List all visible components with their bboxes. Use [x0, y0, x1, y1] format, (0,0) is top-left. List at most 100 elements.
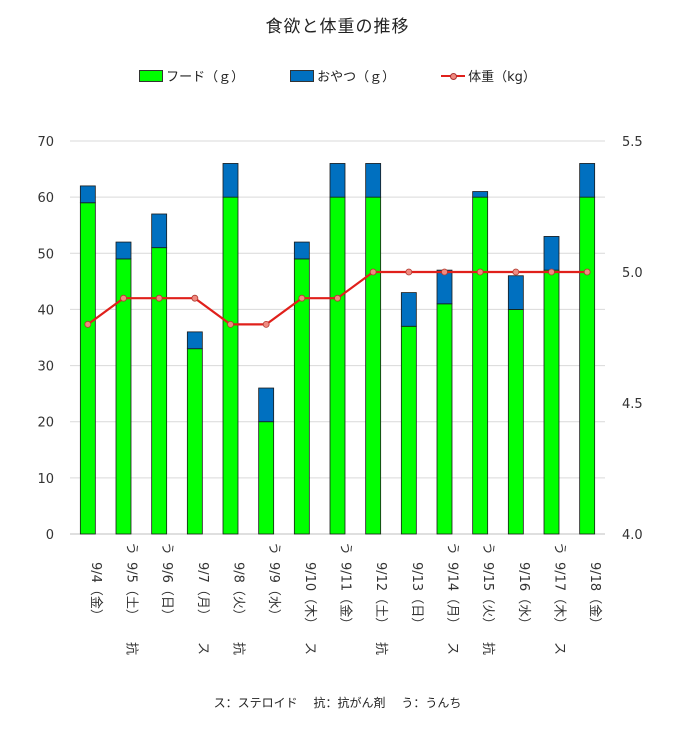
- weight-point: [369, 268, 377, 276]
- legend-swatch-snack: [290, 69, 315, 82]
- x-tick-label-group: う 9/17（木） ス: [552, 542, 567, 655]
- legend-swatch-food: [139, 69, 164, 82]
- legend-label-food: フード（ｇ）: [166, 70, 245, 85]
- bar-snack: [115, 241, 132, 260]
- legend-item-food: フード（ｇ）: [139, 66, 244, 85]
- bar-snack: [400, 292, 417, 327]
- chart-legend: フード（ｇ） おやつ（ｇ） 体重（kg）: [0, 66, 675, 85]
- x-tick-prefix: 抗: [231, 642, 246, 655]
- bar-snack: [186, 331, 203, 350]
- weight-point: [155, 294, 163, 302]
- x-tick-prefix: ス: [445, 642, 460, 655]
- x-tick-prefix: 抗: [124, 642, 139, 655]
- x-tick-prefix: ス: [302, 642, 317, 655]
- bar-food: [329, 196, 346, 535]
- weight-point: [512, 268, 520, 276]
- bar-snack: [472, 191, 489, 198]
- bar-food: [258, 421, 275, 535]
- y-right-tick-label: 4.5: [622, 397, 643, 412]
- weight-point: [262, 320, 270, 328]
- x-tick-label-group: う 9/15（火） 抗: [480, 542, 495, 655]
- y-left-tick-label: 60: [37, 191, 54, 206]
- bar-snack: [543, 236, 560, 271]
- bar-food: [543, 269, 560, 535]
- x-tick-label: 9/15（火）: [480, 562, 495, 630]
- bar-snack: [222, 163, 239, 198]
- x-tick-label: 9/14（月）: [445, 562, 460, 630]
- legend-swatch-weight: [441, 71, 466, 81]
- y-right-tick-label: 4.0: [622, 528, 643, 543]
- x-tick-label: 9/12（土）: [373, 562, 388, 630]
- footnote-steroid: ス：ステロイド: [213, 696, 298, 710]
- y-left-tick-label: 0: [46, 528, 54, 543]
- bar-food: [472, 196, 489, 535]
- x-tick-suffix: う: [338, 542, 353, 555]
- x-tick-prefix: 抗: [373, 642, 388, 655]
- x-tick-prefix: ス: [195, 642, 210, 655]
- x-tick-label: 9/16（水）: [516, 562, 531, 630]
- legend-item-weight: 体重（kg）: [441, 66, 536, 85]
- x-tick-label-group: 9/7（月） ス: [195, 562, 210, 655]
- footnote-poop: う：うんち: [401, 696, 462, 710]
- x-tick-label-group: 9/8（火） 抗: [231, 562, 246, 655]
- chart-title: 食欲と体重の推移: [265, 17, 410, 37]
- bar-food: [400, 325, 417, 535]
- x-tick-label: 9/4（金）: [88, 562, 104, 622]
- x-tick-prefix: 抗: [480, 642, 495, 655]
- legend-label-snack: おやつ（ｇ）: [317, 70, 396, 85]
- weight-point: [191, 294, 199, 302]
- weight-point: [334, 294, 341, 302]
- x-tick-suffix: う: [445, 542, 460, 555]
- bar-food: [507, 309, 524, 535]
- weight-point: [120, 294, 127, 302]
- y-right-tick-label: 5.0: [622, 266, 643, 281]
- legend-label-weight: 体重（kg）: [468, 70, 536, 85]
- weight-point: [405, 268, 413, 276]
- bar-snack: [79, 185, 96, 204]
- x-tick-label: 9/9（水）: [266, 562, 281, 622]
- x-tick-label-group: 9/10（木） ス: [302, 562, 317, 655]
- x-tick-label-group: 9/16（水）: [516, 562, 531, 630]
- x-tick-label-group: 9/18（金）: [587, 562, 603, 630]
- bar-food: [365, 196, 382, 535]
- x-tick-label-group: 9/4（金）: [88, 562, 104, 622]
- weight-point: [548, 268, 555, 276]
- bar-food: [579, 196, 596, 535]
- bar-snack: [293, 241, 310, 260]
- y-left-tick-label: 50: [37, 247, 54, 262]
- x-tick-suffix: う: [124, 542, 139, 555]
- x-tick-suffix: う: [266, 542, 281, 555]
- bar-snack: [579, 163, 596, 198]
- y-left-tick-label: 70: [37, 135, 54, 150]
- y-left-tick-label: 40: [37, 303, 54, 318]
- bar-snack: [151, 213, 168, 249]
- weight-point: [441, 268, 448, 276]
- chart-footnote: ス：ステロイド 抗：抗がん剤 う：うんち: [0, 694, 675, 711]
- x-tick-label: 9/18（金）: [587, 562, 603, 630]
- x-tick-suffix: う: [552, 542, 567, 555]
- bar-food: [222, 196, 239, 535]
- x-tick-label-group: う 9/11（金）: [338, 542, 354, 630]
- weight-point: [84, 320, 92, 328]
- x-tick-label: 9/7（月）: [195, 562, 210, 622]
- y-right-tick-label: 5.5: [622, 135, 643, 150]
- x-tick-suffix: う: [159, 542, 174, 555]
- weight-point: [476, 268, 484, 276]
- x-tick-label: 9/11（金）: [338, 562, 354, 630]
- x-tick-label: 9/13（日）: [409, 562, 424, 630]
- y-left-tick-label: 20: [37, 416, 54, 431]
- x-tick-label: 9/10（木）: [302, 562, 317, 630]
- x-tick-label: 9/5（土）: [124, 562, 139, 622]
- x-tick-label-group: う 9/14（月） ス: [445, 542, 460, 655]
- bar-snack: [258, 387, 275, 423]
- x-tick-suffix: う: [480, 542, 495, 555]
- y-left-tick-label: 30: [37, 360, 54, 375]
- x-tick-label-group: 9/13（日）: [409, 562, 424, 630]
- x-tick-label-group: う 9/9（水）: [266, 542, 281, 622]
- x-tick-label: 9/6（日）: [159, 562, 174, 622]
- bar-snack: [329, 163, 346, 198]
- weight-point: [583, 268, 591, 276]
- x-tick-label-group: う 9/5（土） 抗: [124, 542, 139, 655]
